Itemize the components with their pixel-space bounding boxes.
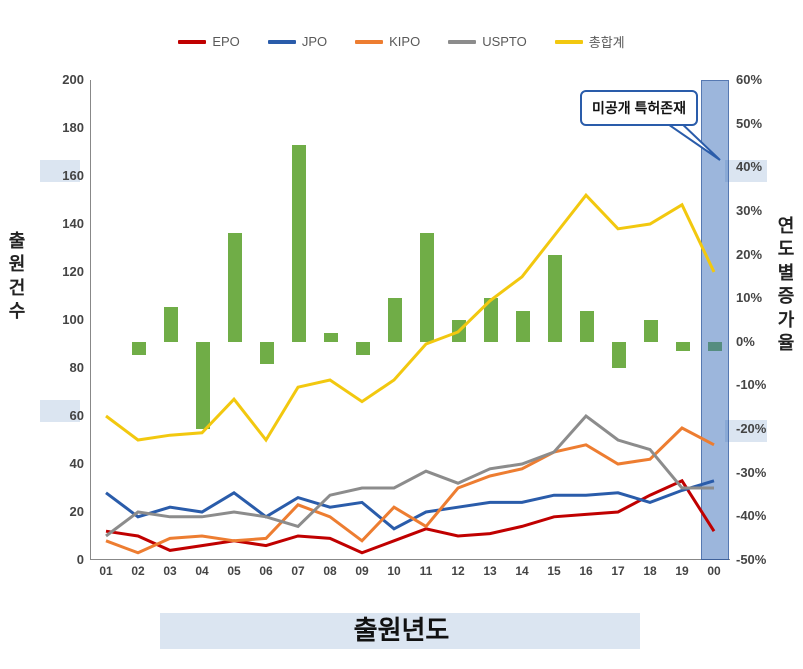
x-tick: 00: [698, 564, 730, 578]
growth-bar: [580, 311, 593, 342]
x-tick: 17: [602, 564, 634, 578]
x-tick: 01: [90, 564, 122, 578]
legend: EPO JPO KIPO USPTO 총합계: [0, 32, 803, 51]
growth-bar: [324, 333, 337, 342]
y-right-tick: -30%: [736, 465, 766, 480]
callout-text: 미공개 특허존재: [592, 100, 686, 116]
y-right-tick: 60%: [736, 72, 762, 87]
legend-item-total: 총합계: [555, 32, 625, 51]
growth-bar: [292, 145, 305, 341]
overlay-unpublished-region: [701, 80, 730, 560]
y-right-tick: -40%: [736, 508, 766, 523]
y-left-tick: 180: [44, 120, 84, 135]
legend-swatch: [555, 40, 583, 44]
legend-label: 총합계: [589, 32, 625, 51]
plot-area: [90, 80, 730, 560]
growth-bar: [260, 342, 273, 364]
growth-bar: [676, 342, 689, 351]
x-tick: 10: [378, 564, 410, 578]
x-tick: 11: [410, 564, 442, 578]
legend-label: USPTO: [482, 34, 527, 49]
legend-label: JPO: [302, 34, 327, 49]
x-tick: 05: [218, 564, 250, 578]
x-tick: 09: [346, 564, 378, 578]
growth-bar: [644, 320, 657, 342]
y-right-tick: 30%: [736, 203, 762, 218]
y-right-tick: 10%: [736, 290, 762, 305]
growth-bar: [164, 307, 177, 342]
x-tick: 07: [282, 564, 314, 578]
x-tick: 02: [122, 564, 154, 578]
legend-item-jpo: JPO: [268, 32, 327, 51]
growth-bar: [516, 311, 529, 342]
x-tick: 06: [250, 564, 282, 578]
y-left-tick: 60: [44, 408, 84, 423]
legend-swatch: [268, 40, 296, 44]
y-right-axis-label: 연도별 증가율: [775, 215, 797, 355]
x-tick: 15: [538, 564, 570, 578]
y-left-tick: 200: [44, 72, 84, 87]
y-left-tick: 80: [44, 360, 84, 375]
growth-bar: [612, 342, 625, 368]
growth-bar: [548, 255, 561, 342]
growth-bar: [484, 298, 497, 342]
x-tick: 03: [154, 564, 186, 578]
y-left-tick: 120: [44, 264, 84, 279]
x-tick: 13: [474, 564, 506, 578]
x-tick: 14: [506, 564, 538, 578]
x-tick: 04: [186, 564, 218, 578]
y-right-tick: -50%: [736, 552, 766, 567]
legend-item-uspto: USPTO: [448, 32, 527, 51]
legend-swatch: [178, 40, 206, 44]
legend-label: EPO: [212, 34, 239, 49]
callout-unpublished-patents: 미공개 특허존재: [580, 90, 698, 126]
growth-bar: [228, 233, 241, 342]
x-tick: 19: [666, 564, 698, 578]
y-left-tick: 40: [44, 456, 84, 471]
growth-bar: [132, 342, 145, 355]
y-right-tick: 50%: [736, 116, 762, 131]
growth-bar: [420, 233, 433, 342]
legend-label: KIPO: [389, 34, 420, 49]
y-left-tick: 140: [44, 216, 84, 231]
y-left-tick: 0: [44, 552, 84, 567]
growth-bar: [452, 320, 465, 342]
y-left-tick: 20: [44, 504, 84, 519]
y-right-tick: -20%: [736, 421, 766, 436]
x-tick: 16: [570, 564, 602, 578]
x-tick: 18: [634, 564, 666, 578]
growth-bar: [356, 342, 369, 355]
growth-bar: [196, 342, 209, 429]
legend-swatch: [448, 40, 476, 44]
x-tick: 08: [314, 564, 346, 578]
growth-bar: [388, 298, 401, 342]
y-right-tick: 40%: [736, 159, 762, 174]
legend-swatch: [355, 40, 383, 44]
x-tick: 12: [442, 564, 474, 578]
x-axis-label: 출원년도: [0, 610, 803, 647]
y-left-tick: 100: [44, 312, 84, 327]
y-right-tick: 20%: [736, 247, 762, 262]
y-right-tick: 0%: [736, 334, 755, 349]
y-right-tick: -10%: [736, 377, 766, 392]
y-left-tick: 160: [44, 168, 84, 183]
legend-item-epo: EPO: [178, 32, 239, 51]
legend-item-kipo: KIPO: [355, 32, 420, 51]
y-left-axis-label: 출원건수: [6, 230, 28, 324]
